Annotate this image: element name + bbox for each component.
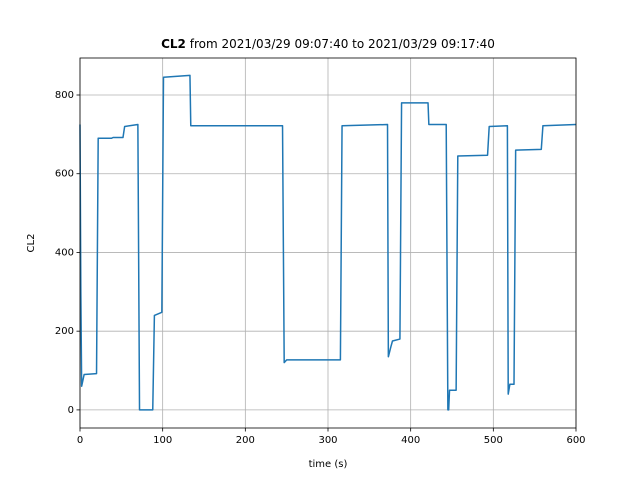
x-tick-label: 400 bbox=[401, 435, 420, 446]
y-tick-label: 600 bbox=[55, 169, 74, 180]
y-tick-label: 200 bbox=[55, 326, 74, 337]
x-tick-label: 600 bbox=[566, 435, 585, 446]
y-tick-label: 400 bbox=[55, 247, 74, 258]
title-bold: CL2 bbox=[161, 37, 186, 51]
x-axis-label: time (s) bbox=[309, 459, 348, 470]
x-tick-label: 500 bbox=[484, 435, 503, 446]
x-tick-label: 0 bbox=[77, 435, 83, 446]
x-tick-label: 200 bbox=[236, 435, 255, 446]
y-tick-label: 0 bbox=[68, 405, 74, 416]
plot-frame bbox=[79, 57, 577, 429]
x-tick-label: 100 bbox=[153, 435, 172, 446]
y-tick-label: 800 bbox=[55, 90, 74, 101]
data-line bbox=[79, 74, 577, 411]
chart-title: CL2 from 2021/03/29 09:07:40 to 2021/03/… bbox=[161, 37, 495, 51]
title-rest: from 2021/03/29 09:07:40 to 2021/03/29 0… bbox=[190, 37, 495, 51]
y-axis-label: CL2 bbox=[26, 234, 37, 253]
x-tick-label: 300 bbox=[318, 435, 337, 446]
